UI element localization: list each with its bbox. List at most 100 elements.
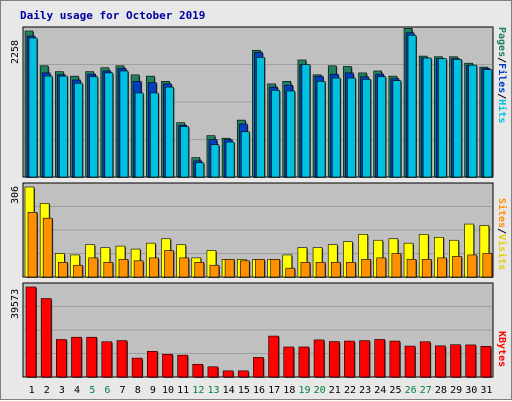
bar-kbytes: [419, 341, 431, 378]
bar-kbytes: [192, 363, 204, 378]
bar-hits: [256, 57, 265, 178]
bar-hits: [422, 57, 432, 178]
legend-hits: Hits: [496, 99, 507, 124]
x-tick-label: 16: [253, 385, 265, 396]
bar-sites: [300, 261, 311, 278]
bar-kbytes: [283, 346, 295, 378]
legend-sites-visits: Sites/Visits: [496, 198, 507, 270]
x-tick-label: 1: [29, 385, 35, 396]
bar-sites: [437, 257, 447, 278]
bar-sites: [239, 260, 250, 278]
bar-sites: [452, 256, 462, 278]
x-tick-label: 9: [150, 385, 156, 396]
x-tick-label: 19: [298, 385, 310, 396]
y-max-label-hits: 2258: [10, 39, 21, 64]
bar-kbytes: [313, 339, 325, 378]
bar-kbytes: [389, 340, 401, 378]
bar-sites: [346, 261, 356, 278]
x-tick-label: 17: [268, 385, 280, 396]
x-tick-label: 14: [223, 385, 235, 396]
bar-hits: [362, 79, 371, 178]
bar-hits: [180, 126, 189, 178]
bar-kbytes: [177, 354, 188, 378]
x-tick-label: 28: [435, 385, 447, 396]
bar-hits: [43, 75, 53, 178]
x-tick-label: 23: [359, 385, 371, 396]
bar-sites: [482, 253, 493, 278]
bar-sites: [179, 257, 189, 278]
legend-kbytes: KBytes: [496, 331, 507, 368]
y-max-label-visits: 306: [10, 185, 21, 204]
bar-sites: [224, 259, 235, 278]
bar-hits: [331, 77, 341, 178]
bar-kbytes: [131, 357, 143, 378]
bar-hits: [407, 35, 417, 178]
x-tick-label: 6: [104, 385, 110, 396]
bar-kbytes: [146, 351, 158, 378]
bar-hits: [347, 77, 356, 178]
bar-sites: [27, 211, 38, 278]
bar-hits: [377, 76, 387, 178]
bar-sites: [118, 259, 129, 278]
bar-sites: [391, 253, 402, 278]
x-tick-label: 4: [74, 385, 80, 396]
bar-kbytes: [207, 366, 219, 378]
x-tick-label: 20: [314, 385, 326, 396]
bar-sites: [255, 259, 265, 278]
bar-kbytes: [268, 335, 279, 378]
bar-kbytes: [237, 370, 249, 378]
chart-title: Daily usage for October 2019: [20, 9, 206, 22]
x-tick-label: 13: [207, 385, 219, 396]
legend-visits: Visits: [496, 234, 507, 271]
bar-sites: [270, 259, 280, 278]
x-tick-label: 2: [44, 385, 50, 396]
bar-hits: [225, 141, 235, 178]
bar-kbytes: [86, 336, 97, 378]
bar-kbytes: [480, 345, 492, 378]
bar-hits: [271, 90, 280, 178]
x-tick-label: 8: [135, 385, 141, 396]
bar-hits: [468, 64, 477, 178]
bar-kbytes: [40, 298, 52, 378]
x-tick-label: 30: [465, 385, 477, 396]
bar-kbytes: [222, 370, 234, 378]
bar-sites: [103, 261, 114, 278]
x-tick-label: 24: [374, 385, 386, 396]
bar-kbytes: [450, 344, 461, 378]
bar-hits: [149, 92, 159, 178]
bar-hits: [119, 70, 129, 178]
bar-kbytes: [298, 346, 310, 378]
bar-sites: [42, 217, 53, 278]
bar-hits: [438, 58, 447, 178]
x-tick-label: 21: [329, 385, 341, 396]
y-max-label-kbytes: 39573: [10, 288, 21, 319]
x-tick-label: 15: [238, 385, 250, 396]
bar-sites: [73, 264, 83, 278]
bar-kbytes: [359, 340, 370, 378]
bar-kbytes: [116, 340, 128, 378]
bar-sites: [285, 267, 296, 278]
bar-sites: [376, 257, 387, 278]
bar-sites: [133, 260, 144, 278]
bar-kbytes: [162, 353, 173, 378]
bar-sites: [330, 261, 341, 278]
bar-sites: [421, 259, 432, 278]
x-tick-label: 18: [283, 385, 295, 396]
bar-sites: [467, 254, 477, 278]
x-tick-label: 31: [480, 385, 492, 396]
bar-hits: [104, 72, 114, 178]
legend-sites: Sites: [496, 198, 507, 229]
bar-hits: [134, 92, 144, 178]
bar-kbytes: [328, 341, 340, 378]
bar-sites: [194, 261, 205, 278]
bar-sites: [58, 261, 68, 278]
bar-sites: [406, 259, 417, 278]
x-tick-label: 7: [120, 385, 126, 396]
legend-kbytes-wrap: KBytes: [496, 331, 507, 367]
x-tick-label: 29: [450, 385, 462, 396]
x-tick-label: 26: [405, 385, 417, 396]
bar-hits: [453, 59, 462, 178]
bar-sites: [88, 257, 98, 278]
bar-hits: [286, 90, 296, 178]
